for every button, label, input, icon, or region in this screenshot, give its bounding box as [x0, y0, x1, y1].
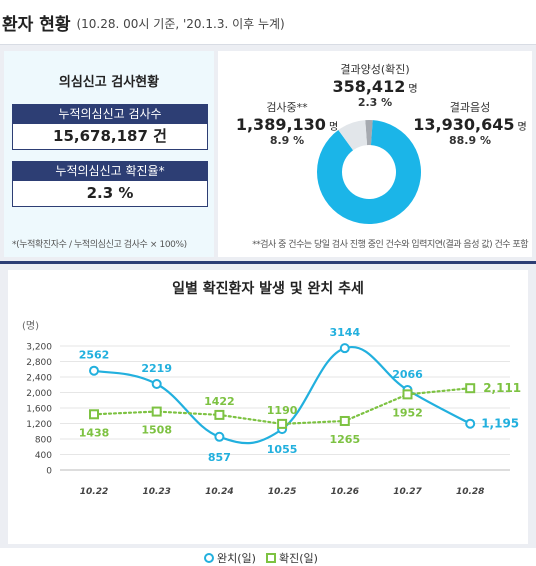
donut-slice-negative [317, 120, 421, 224]
summary-panel: 의심신고 검사현황 누적의심신고 검사수 15,678,187 건 누적의심신고… [0, 44, 536, 264]
legend-confirmed-label: 확진(일) [278, 552, 318, 565]
negative-value: 13,930,645 [413, 115, 515, 134]
negative-percent: 88.9 % [449, 134, 491, 147]
positive-label-group: 결과양성(확진) 358,412 명 2.3 % [320, 61, 430, 109]
x-tick-label: 10.28 [456, 487, 484, 497]
donut-slice-positive [365, 120, 373, 146]
confirmed-point [151, 406, 162, 417]
legend-confirmed: 확진(일) [265, 550, 318, 566]
circle-marker-icon [204, 553, 214, 563]
y-tick-label: 2,800 [26, 358, 52, 368]
legend-recovered-label: 완치(일) [217, 552, 256, 565]
page-title: 환자 현황 [2, 14, 71, 35]
square-marker-icon [265, 553, 276, 563]
cumulative-tests-value: 15,678,187 건 [12, 124, 208, 150]
confirmed-data-label: 1265 [329, 433, 360, 446]
testing-label: 검사중** [266, 101, 308, 114]
positive-value: 358,412 [332, 77, 406, 96]
recovered-point [465, 418, 476, 429]
confirmed-point [214, 409, 225, 420]
x-tick-label: 10.23 [142, 487, 170, 497]
trend-chart-title: 일별 확진환자 발생 및 완치 추세 [8, 270, 528, 308]
legend-recovered: 완치(일) [204, 550, 256, 566]
positive-rate-value: 2.3 % [12, 181, 208, 207]
recovered-data-label: 2219 [141, 362, 172, 375]
results-donut-chart [317, 120, 421, 224]
testing-unit: 명 [328, 122, 339, 133]
recovered-point [151, 379, 162, 390]
recovered-data-label: 1,195 [481, 417, 519, 431]
recovered-data-label: 3144 [329, 326, 360, 339]
confirmed-data-label: 1952 [392, 406, 423, 419]
recovered-data-label: 1055 [267, 443, 298, 456]
cumulative-tests-label: 누적의심신고 검사수 [12, 104, 208, 124]
page-subtitle: (10.28. 00시 기준, '20.1.3. 이후 누계) [76, 16, 285, 31]
cumulative-tests-card: 누적의심신고 검사수 15,678,187 건 [12, 104, 208, 150]
x-tick-label: 10.26 [331, 487, 359, 497]
y-tick-label: 1,200 [26, 420, 52, 430]
trend-panel: 일별 확진환자 발생 및 완치 추세 (명) 0 400 800 1,200 1,600 2… [0, 264, 536, 565]
y-tick-label: 2,000 [26, 389, 52, 399]
confirmed-point [402, 389, 413, 400]
positive-rate-label: 누적의심신고 확진율* [12, 161, 208, 181]
recovered-data-label: 857 [208, 451, 231, 464]
test-status-footnote: *(누적확진자수 / 누적의심신고 검사수 × 100%) [12, 240, 187, 250]
x-tick-label: 10.22 [80, 487, 108, 497]
y-tick-label: 400 [35, 451, 52, 461]
negative-label-group: 결과음성 13,930,645 명 88.9 % [408, 99, 532, 147]
chart-legend: 완치(일) 확진(일) [204, 550, 328, 566]
y-axis-unit-label: (명) [22, 320, 39, 332]
recovered-point [89, 365, 99, 376]
page-header: 환자 현황 (10.28. 00시 기준, '20.1.3. 이후 누계) [0, 0, 536, 44]
x-tick-label: 10.24 [205, 487, 233, 497]
positive-percent: 2.3 % [357, 96, 393, 109]
positive-label: 결과양성(확진) [340, 63, 410, 76]
trend-line-chart: (명) 0 400 800 1,200 1,600 2,000 2,400 2,800 3,200… [22, 320, 521, 497]
negative-unit: 명 [517, 122, 527, 133]
testing-label-group: 검사중** 1,389,130 명 8.9 % [232, 99, 342, 147]
confirmed-data-label: 2,111 [483, 381, 521, 395]
confirmed-data-label: 1190 [267, 404, 298, 417]
positive-unit: 명 [408, 84, 418, 95]
recovered-point [214, 431, 225, 442]
confirmed-data-label: 1422 [204, 395, 235, 408]
y-tick-label: 3,200 [26, 343, 52, 353]
confirmed-point [339, 415, 350, 426]
confirmed-data-label: 1438 [79, 426, 110, 439]
confirmed-point [277, 418, 288, 429]
x-tick-label: 10.27 [393, 487, 422, 497]
recovered-point [339, 343, 350, 354]
testing-value: 1,389,130 [235, 115, 326, 134]
negative-label: 결과음성 [449, 101, 491, 114]
donut-slice-testing [338, 120, 368, 151]
testing-percent: 8.9 % [269, 134, 305, 147]
y-tick-label: 0 [46, 467, 52, 477]
y-tick-label: 2,400 [26, 374, 52, 384]
recovered-data-label: 2066 [392, 368, 423, 381]
y-tick-label: 800 [35, 436, 52, 446]
results-box: 검사중** 1,389,130 명 8.9 % 결과양성(확진) 358,412 명… [218, 51, 532, 257]
results-footnote: **검사 중 건수는 당일 검사 진행 중인 건수와 입력지연(결과 음성 값)… [252, 240, 528, 250]
confirmed-data-label: 1508 [141, 424, 172, 437]
y-tick-label: 1,600 [26, 405, 52, 415]
confirmed-point [465, 383, 476, 394]
confirmed-point [89, 409, 99, 420]
trend-chart-area: (명) 0 400 800 1,200 1,600 2,000 2,400 2,800 3,200… [8, 308, 528, 565]
recovered-data-label: 2562 [79, 349, 110, 362]
x-tick-label: 10.25 [268, 487, 296, 497]
test-status-box: 의심신고 검사현황 누적의심신고 검사수 15,678,187 건 누적의심신고… [4, 51, 214, 257]
test-status-title: 의심신고 검사현황 [58, 75, 160, 90]
positive-rate-card: 누적의심신고 확진율* 2.3 % [12, 161, 208, 207]
